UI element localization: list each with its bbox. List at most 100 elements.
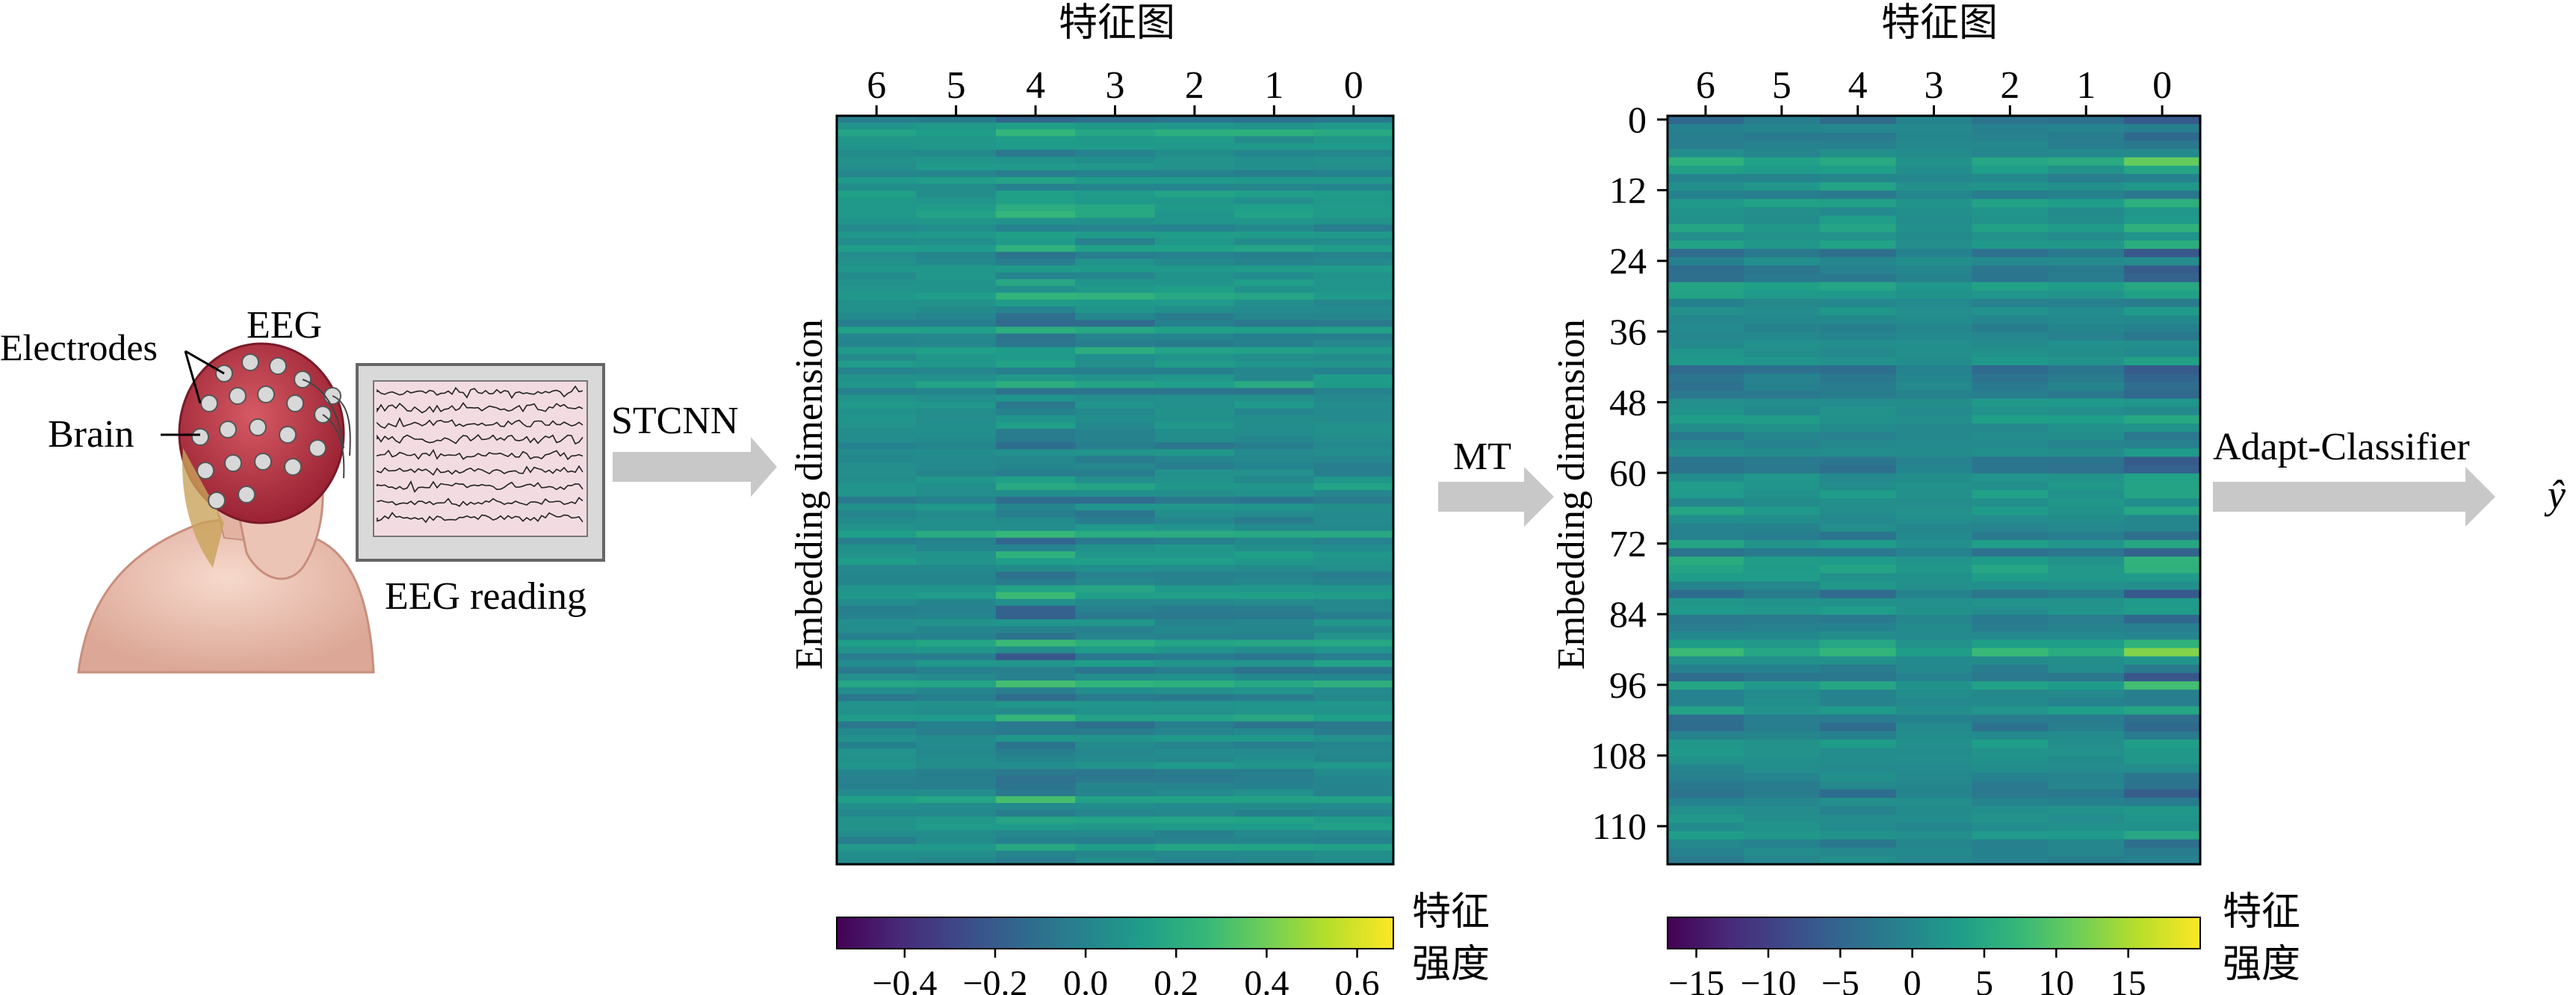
heatmap-cell bbox=[1668, 722, 1744, 732]
heatmap-cell bbox=[1743, 656, 1821, 666]
heatmap-cell bbox=[1234, 435, 1315, 443]
heatmap-cell bbox=[2124, 157, 2201, 167]
heatmap-cell bbox=[1819, 506, 1897, 515]
heatmap-cell bbox=[916, 408, 997, 416]
heatmap-cell bbox=[1234, 217, 1315, 226]
heatmap-cell bbox=[1819, 664, 1897, 674]
heatmap-cell bbox=[1234, 401, 1315, 409]
heatmap-cell bbox=[1234, 170, 1315, 178]
heatmap-cell bbox=[1819, 207, 1897, 217]
heatmap-cell bbox=[2124, 257, 2201, 266]
heatmap-cell bbox=[1234, 204, 1315, 212]
heatmap-cell bbox=[1234, 156, 1315, 164]
heatmap-cell bbox=[1895, 531, 1973, 541]
heatmap-cell bbox=[1743, 456, 1821, 466]
heatmap-cell bbox=[1819, 415, 1897, 424]
heatmap-cell bbox=[2048, 548, 2125, 557]
heatmap-cell bbox=[1313, 497, 1394, 504]
heatmap-cell bbox=[1234, 388, 1315, 396]
heatmap-cell bbox=[1895, 639, 1973, 649]
heatmap-cell bbox=[916, 646, 997, 654]
heatmap-cell bbox=[837, 796, 917, 804]
heatmap-cell bbox=[1743, 681, 1821, 690]
heatmap-cell bbox=[1819, 398, 1897, 408]
heatmap-cell bbox=[1668, 490, 1744, 499]
heatmap-cell bbox=[2048, 698, 2125, 707]
heatmap-cell bbox=[1819, 498, 1897, 507]
heatmap-cell bbox=[995, 258, 1076, 266]
heatmap-cell bbox=[2048, 847, 2125, 857]
heatmap-cell bbox=[1895, 340, 1973, 350]
heatmap-cell bbox=[2124, 740, 2201, 748]
heatmap-cell bbox=[2048, 348, 2125, 358]
heatmap-cell bbox=[995, 701, 1076, 709]
heatmap-cell bbox=[2048, 140, 2125, 150]
heatmap-cell bbox=[837, 143, 917, 151]
heatmap-cell bbox=[1075, 156, 1156, 164]
heatmap-cell bbox=[1743, 539, 1821, 549]
heatmap-cell bbox=[1234, 252, 1315, 259]
heatmap-cell bbox=[916, 238, 997, 246]
heatmap-cell bbox=[1743, 789, 1821, 799]
heatmap-cell bbox=[1668, 223, 1744, 233]
heatmap-cell bbox=[1668, 257, 1744, 266]
heatmap-cell bbox=[2124, 190, 2201, 199]
heatmap-cell bbox=[1075, 694, 1156, 701]
heatmap-cell bbox=[995, 252, 1076, 259]
heatmap-cell bbox=[916, 810, 997, 817]
heatmap-cell bbox=[1743, 855, 1821, 865]
heatmap-cell bbox=[837, 626, 917, 633]
heatmap-cell bbox=[916, 190, 997, 198]
heatmap-cell bbox=[1972, 473, 2049, 483]
heatmap-cell bbox=[1075, 769, 1156, 777]
x-tick-label: 0 bbox=[1344, 64, 1363, 107]
heatmap-cell bbox=[1895, 539, 1973, 549]
heatmap-cell bbox=[837, 313, 917, 320]
heatmap-cell bbox=[1154, 204, 1235, 212]
heatmap-cell bbox=[2048, 207, 2125, 217]
heatmap-cell bbox=[837, 429, 917, 436]
heatmap-cell bbox=[1154, 551, 1235, 559]
heatmap-cell bbox=[837, 524, 917, 532]
heatmap-cell bbox=[1743, 822, 1821, 832]
heatmap-cell bbox=[2048, 190, 2125, 199]
heatmap-cell bbox=[2048, 789, 2125, 799]
heatmap-cell bbox=[995, 850, 1076, 858]
heatmap-cell bbox=[916, 782, 997, 790]
heatmap-cell bbox=[1313, 626, 1394, 633]
heatmap-cell bbox=[2048, 382, 2125, 391]
heatmap-cell bbox=[1668, 664, 1744, 674]
heatmap-cell bbox=[1819, 656, 1897, 666]
heatmap-cell bbox=[2048, 839, 2125, 849]
heatmap-cell bbox=[1154, 666, 1235, 675]
heatmap-cell bbox=[1234, 660, 1315, 668]
heatmap-cell bbox=[2124, 323, 2201, 333]
y-tick-label: 72 bbox=[1609, 523, 1647, 565]
heatmap-cell bbox=[1234, 551, 1315, 559]
heatmap-cell bbox=[1313, 408, 1394, 416]
heatmap-cell bbox=[1075, 653, 1156, 661]
colorbar-tick-label: 15 bbox=[2111, 964, 2146, 995]
heatmap-cell bbox=[1743, 215, 1821, 225]
eeg-trace-line bbox=[377, 448, 583, 461]
heatmap-cell bbox=[1154, 360, 1235, 368]
heatmap-cell bbox=[1154, 429, 1235, 436]
heatmap-cell bbox=[1234, 565, 1315, 572]
heatmap-cell bbox=[1668, 323, 1744, 333]
heatmap-cell bbox=[1154, 681, 1235, 688]
heatmap-cell bbox=[1668, 615, 1744, 624]
heatmap-cell bbox=[1668, 539, 1744, 549]
heatmap-cell bbox=[2124, 440, 2201, 449]
heatmap-cell bbox=[1743, 157, 1821, 167]
heatmap-cell bbox=[1234, 143, 1315, 151]
heatmap-cell bbox=[1668, 573, 1744, 583]
heatmap-cell bbox=[837, 279, 917, 287]
heatmap-cell bbox=[1154, 578, 1235, 586]
heatmap-cell bbox=[1972, 140, 2049, 150]
heatmap-cell bbox=[995, 796, 1076, 804]
heatmap-cell bbox=[995, 782, 1076, 790]
heatmap-cell bbox=[1234, 368, 1315, 375]
heatmap-cell bbox=[1819, 822, 1897, 832]
heatmap-cell bbox=[1819, 223, 1897, 233]
heatmap-cell bbox=[1075, 707, 1156, 716]
